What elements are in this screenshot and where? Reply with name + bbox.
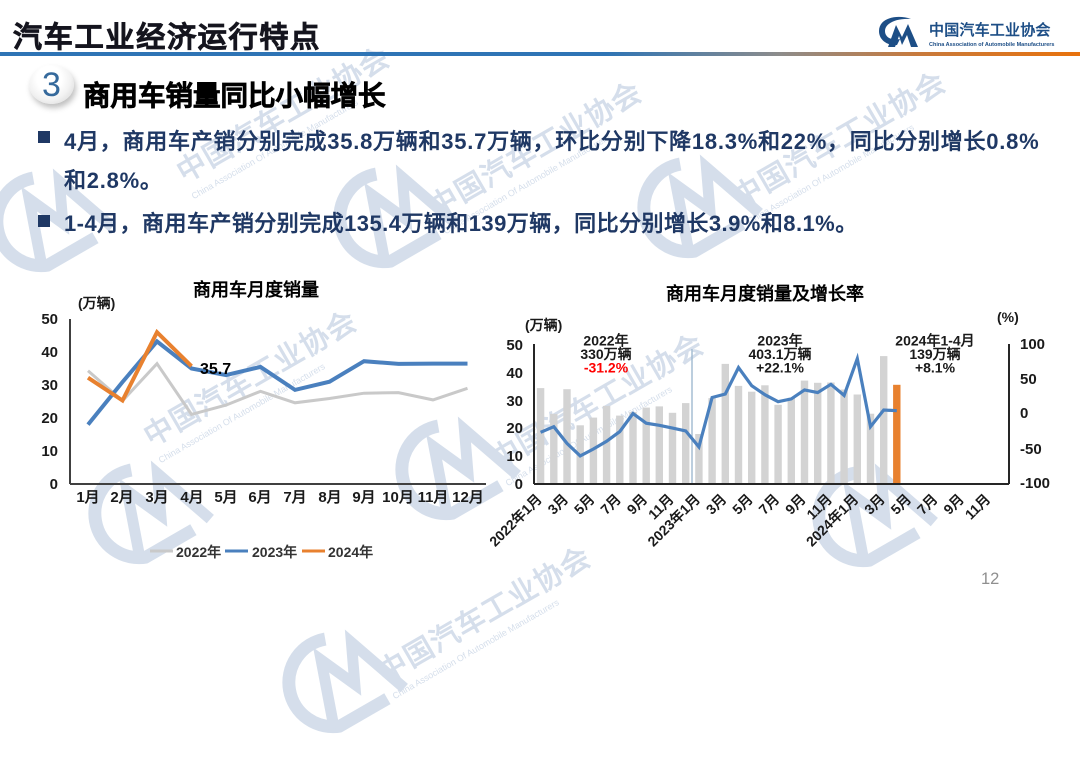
svg-text:商用车月度销量: 商用车月度销量 [193, 279, 319, 300]
svg-text:10: 10 [41, 443, 58, 460]
svg-text:6月: 6月 [248, 489, 271, 506]
svg-text:1月: 1月 [76, 489, 99, 506]
svg-text:-100: -100 [1020, 475, 1050, 492]
svg-text:20: 20 [506, 420, 523, 437]
svg-text:商用车月度销量及增长率: 商用车月度销量及增长率 [666, 283, 864, 304]
svg-text:2022年1月: 2022年1月 [486, 491, 545, 550]
svg-text:100: 100 [1020, 336, 1045, 353]
svg-text:40: 40 [41, 344, 58, 361]
svg-text:0: 0 [50, 476, 58, 493]
svg-text:20: 20 [41, 410, 58, 427]
svg-text:+8.1%: +8.1% [915, 360, 956, 376]
svg-text:3月: 3月 [145, 489, 168, 506]
svg-text:中国汽车工业协会: 中国汽车工业协会 [929, 21, 1051, 39]
svg-text:40: 40 [506, 365, 523, 382]
svg-text:China Association of Automobil: China Association of Automobile Manufact… [929, 42, 1055, 48]
svg-text:2月: 2月 [110, 489, 133, 506]
svg-text:30: 30 [41, 377, 58, 394]
svg-text:7月: 7月 [597, 491, 624, 518]
svg-text:5月: 5月 [729, 491, 756, 518]
svg-text:7月: 7月 [755, 491, 782, 518]
svg-text:2022年: 2022年 [176, 544, 221, 560]
svg-text:10: 10 [506, 448, 523, 465]
svg-text:2023年: 2023年 [252, 544, 297, 560]
svg-text:(万辆): (万辆) [525, 317, 562, 333]
svg-text:5月: 5月 [571, 491, 598, 518]
svg-text:9月: 9月 [352, 489, 375, 506]
svg-text:7月: 7月 [283, 489, 306, 506]
svg-text:3月: 3月 [861, 491, 888, 518]
svg-text:4月: 4月 [180, 489, 203, 506]
svg-text:(万辆): (万辆) [78, 295, 115, 311]
svg-text:330万辆: 330万辆 [580, 346, 631, 362]
svg-text:+22.1%: +22.1% [756, 360, 804, 376]
svg-text:0: 0 [1020, 405, 1028, 422]
svg-text:10月: 10月 [382, 489, 414, 506]
svg-text:2022年: 2022年 [583, 333, 628, 349]
svg-text:2024年: 2024年 [328, 544, 373, 560]
svg-text:50: 50 [41, 311, 58, 328]
svg-text:139万辆: 139万辆 [909, 346, 960, 362]
svg-text:8月: 8月 [318, 489, 341, 506]
svg-text:30: 30 [506, 393, 523, 410]
svg-text:7月: 7月 [914, 491, 941, 518]
svg-text:11月: 11月 [418, 489, 449, 506]
svg-text:403.1万辆: 403.1万辆 [748, 346, 811, 362]
svg-text:35.7: 35.7 [200, 361, 231, 378]
svg-text:2024年1-4月: 2024年1-4月 [895, 333, 974, 349]
svg-text:3月: 3月 [544, 491, 571, 518]
svg-text:12月: 12月 [452, 489, 484, 506]
svg-text:50: 50 [506, 337, 523, 354]
svg-text:5月: 5月 [214, 489, 237, 506]
svg-text:-50: -50 [1020, 441, 1042, 458]
svg-text:0: 0 [515, 476, 523, 493]
svg-text:(%): (%) [997, 309, 1019, 325]
svg-text:-31.2%: -31.2% [584, 360, 629, 376]
svg-text:3月: 3月 [703, 491, 730, 518]
svg-text:11月: 11月 [962, 491, 994, 523]
svg-text:2023年: 2023年 [757, 333, 802, 349]
svg-text:5月: 5月 [887, 491, 914, 518]
svg-text:50: 50 [1020, 371, 1037, 388]
